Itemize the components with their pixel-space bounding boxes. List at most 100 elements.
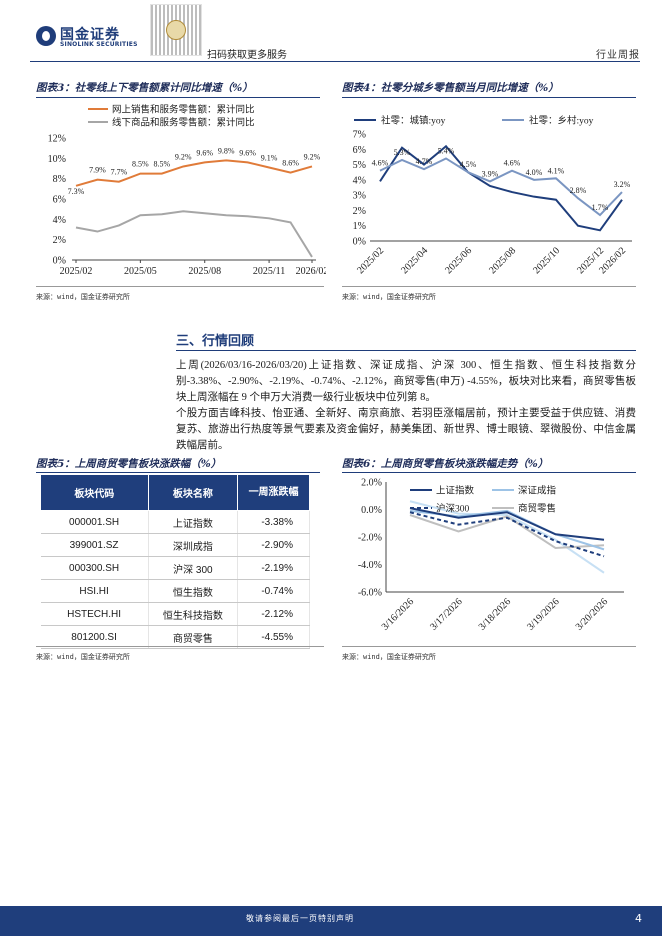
- data-label: 4.7%: [416, 157, 433, 166]
- fig5-title-underline: [36, 472, 320, 473]
- data-label: 9.2%: [304, 152, 321, 161]
- footer-disclaimer[interactable]: 敬请参阅最后一页特别声明: [246, 914, 354, 923]
- market-review-paragraph: 上周(2026/03/16-2026/03/20)上证指数、深证成指、沪深 30…: [176, 360, 636, 403]
- fig5-title: 图表5：上周商贸零售板块涨跌幅（%）: [36, 458, 222, 470]
- y-tick-label: 6%: [53, 195, 66, 206]
- data-label: 9.8%: [218, 146, 235, 155]
- data-label: 2.8%: [570, 186, 587, 195]
- y-tick-label: 1%: [353, 221, 366, 232]
- cell-code: HSI.HI: [40, 579, 149, 603]
- page-header: 国金证券 SINOLINK SECURITIES 扫码获取更多服务 行业周报: [0, 0, 662, 64]
- x-tick-label: 2025/10: [531, 245, 562, 276]
- series-line: [409, 507, 605, 541]
- data-label: 4.1%: [548, 166, 565, 175]
- cell-code: 000300.SH: [40, 556, 149, 580]
- data-label: 1.7%: [592, 203, 609, 212]
- qr-seal-icon: [166, 20, 186, 40]
- fig4-chart: 7% 6% 5% 4% 3% 2% 1% 0%2025/02 2025/04 2025/06 202…: [353, 115, 632, 276]
- cell-name: 恒生科技指数: [148, 602, 239, 626]
- data-label: 8.5%: [132, 160, 149, 169]
- table-row: 000300.SH 沪深 300 -2.19%: [40, 556, 310, 580]
- table-row: HSTECH.HI 恒生科技指数 -2.12%: [40, 602, 310, 626]
- page-footer: [0, 906, 662, 936]
- fig4-title: 图表4：社零分城乡零售额当月同比增速（%）: [342, 82, 559, 94]
- y-tick-label: -4.0%: [358, 560, 382, 571]
- y-tick-label: 0.0%: [361, 505, 382, 516]
- header-divider: [30, 61, 640, 62]
- y-tick-label: 10%: [48, 154, 66, 165]
- table-row: 399001.SZ 深圳成指 -2.90%: [40, 533, 310, 557]
- fig5-source: 来源：wind，国金证券研究所: [36, 653, 130, 661]
- cell-code: 000001.SH: [40, 510, 149, 534]
- data-label: 7.7%: [111, 168, 128, 177]
- cell-code: 801200.SI: [40, 625, 149, 649]
- x-tick-label: 3/20/2026: [574, 596, 610, 632]
- fig6-title-underline: [342, 472, 636, 473]
- data-label: 5.3%: [394, 148, 411, 157]
- y-tick-label: 4%: [353, 175, 366, 186]
- legend-label: 社零：城镇:yoy: [381, 115, 446, 127]
- y-tick-label: 0%: [53, 256, 66, 267]
- data-label: 4.0%: [526, 168, 543, 177]
- fig4-separator: [342, 286, 636, 287]
- cell-name: 商贸零售: [148, 625, 239, 649]
- series-line: [75, 159, 313, 187]
- cell-change: -0.74%: [237, 579, 310, 603]
- series-line: [75, 210, 313, 258]
- cell-code: 399001.SZ: [40, 533, 149, 557]
- y-tick-label: 2%: [53, 235, 66, 246]
- fig3-separator: [36, 286, 324, 287]
- cell-code: HSTECH.HI: [40, 602, 149, 626]
- data-label: 4.5%: [460, 160, 477, 169]
- fig3-title-underline: [36, 97, 320, 98]
- table-row: HSI.HI 恒生指数 -0.74%: [40, 579, 310, 603]
- data-label: 4.6%: [504, 159, 521, 168]
- fig4-source: 来源：wind，国金证券研究所: [342, 293, 436, 301]
- x-tick-label: 2025/06: [443, 245, 474, 276]
- x-tick-label: 2025/08: [188, 266, 221, 277]
- data-label: 4.6%: [372, 159, 389, 168]
- data-label: 7.9%: [89, 166, 106, 175]
- cell-change: -2.19%: [237, 556, 310, 580]
- x-tick-label: 2025/02: [60, 266, 93, 277]
- series-line: [379, 144, 623, 232]
- x-tick-label: 3/18/2026: [477, 596, 513, 632]
- data-label: 3.2%: [614, 180, 631, 189]
- brand-name-en: SINOLINK SECURITIES: [60, 41, 138, 48]
- legend-label: 线下商品和服务零售额：累计同比: [112, 117, 255, 129]
- fig6-source: 来源：wind，国金证券研究所: [342, 653, 436, 661]
- fig6-chart: 2.0% 0.0% -2.0% -4.0% -6.0%3/16/2026 3/17/202…: [358, 478, 624, 633]
- data-label: 5.4%: [438, 146, 455, 155]
- series-line: [379, 157, 623, 217]
- data-label: 9.6%: [239, 148, 256, 157]
- cell-change: -2.12%: [237, 602, 310, 626]
- fig3-chart: 12% 10% 8% 6% 4% 2% 0%2025/02 2025/05 2025/08 202…: [48, 104, 326, 278]
- legend-label: 深证成指: [518, 485, 557, 497]
- y-tick-label: -2.0%: [358, 533, 382, 544]
- cell-name: 沪深 300: [148, 556, 239, 580]
- stock-review-paragraph: 个股方面吉峰科技、怡亚通、全新好、南京商旅、若羽臣涨幅居前，预计主要受益于供应链…: [176, 408, 636, 451]
- data-label: 8.6%: [282, 159, 299, 168]
- cell-change: -2.90%: [237, 533, 310, 557]
- col-header-change: 一周涨跌幅: [237, 474, 310, 511]
- fig6-separator: [342, 646, 636, 647]
- series-line: [409, 511, 605, 558]
- x-tick-label: 3/16/2026: [380, 596, 416, 632]
- legend-label: 商贸零售: [518, 503, 556, 515]
- logo-icon: [36, 26, 56, 46]
- sector-performance-table: 板块代码 板块名称 一周涨跌幅 000001.SH 上证指数 -3.38% 39…: [40, 474, 310, 649]
- y-tick-label: 6%: [353, 145, 366, 156]
- legend-label: 网上销售和服务零售额：累计同比: [112, 104, 255, 116]
- x-tick-label: 3/19/2026: [525, 596, 561, 632]
- x-tick-label: 2025/04: [399, 245, 430, 276]
- legend-label: 沪深300: [436, 503, 470, 515]
- cell-name: 上证指数: [148, 510, 239, 534]
- data-label: 9.1%: [261, 153, 278, 162]
- y-tick-label: 12%: [48, 134, 66, 145]
- section-divider: [176, 350, 636, 351]
- legend-label: 上证指数: [436, 485, 475, 497]
- cell-change: -3.38%: [237, 510, 310, 534]
- y-tick-label: 8%: [53, 174, 66, 185]
- cell-name: 恒生指数: [148, 579, 239, 603]
- table-row: 801200.SI 商贸零售 -4.55%: [40, 625, 310, 649]
